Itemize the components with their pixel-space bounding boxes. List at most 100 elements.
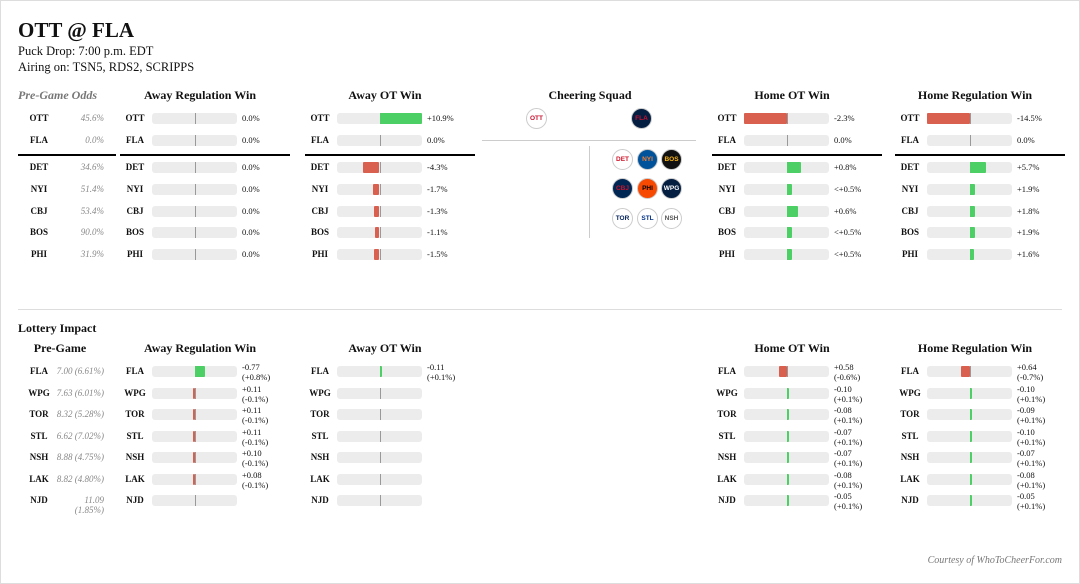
odds-value: 31.9% (80, 249, 104, 259)
lottery-pct: (+0.1%) (834, 394, 863, 404)
lottery-title: Lottery Impact (18, 321, 97, 335)
lottery-bar (337, 474, 422, 485)
lottery-pct: (+0.1%) (1017, 480, 1046, 490)
team-label: STL (311, 431, 329, 441)
impact-value: 0.0% (834, 135, 852, 145)
odds-value: 34.6% (80, 162, 104, 172)
bar-midline (379, 135, 381, 146)
lottery-value: -0.05 (1017, 491, 1035, 501)
lottery-pregame-header: Pre-Game (33, 341, 87, 355)
positive-fill (786, 495, 789, 506)
odds-value: 51.4% (80, 184, 104, 194)
impact-value: 0.0% (242, 135, 260, 145)
lottery-bar (744, 366, 829, 377)
impact-value: -14.5% (1017, 113, 1042, 123)
impact-value: +10.9% (427, 113, 454, 123)
pregame-col-rule (305, 154, 475, 156)
lottery-value: +0.10 (242, 448, 262, 458)
lottery-odds: 8.32 (5.28%) (56, 409, 104, 419)
senators-logo: OTT (526, 108, 547, 129)
impact-value: 0.0% (242, 113, 260, 123)
lottery-value: -0.07 (834, 427, 852, 437)
maple-leafs-logo: TOR (612, 208, 633, 229)
positive-fill (194, 366, 205, 377)
impact-bar (744, 162, 829, 173)
lottery-bar (927, 366, 1012, 377)
bar-midline (194, 388, 196, 399)
lottery-bar (927, 474, 1012, 485)
impact-bar (152, 184, 237, 195)
bar-midline (379, 162, 381, 173)
negative-fill (192, 409, 195, 420)
lottery-odds: 8.82 (4.80%) (56, 474, 104, 484)
lottery-pct: (-0.1%) (242, 480, 269, 490)
bar-midline (194, 452, 196, 463)
team-label: LAK (125, 474, 145, 484)
bar-midline (194, 162, 196, 173)
flyers-logo: PHI (637, 178, 658, 199)
panthers-logo: FLA (631, 108, 652, 129)
team-label: OTT (900, 113, 920, 123)
team-label: NSH (717, 452, 737, 462)
team-label: LAK (717, 474, 737, 484)
impact-bar (152, 227, 237, 238)
positive-fill (786, 452, 789, 463)
bar-midline (379, 206, 381, 217)
lottery-odds: 11.09 (1.85%) (74, 495, 104, 515)
impact-value: 0.0% (242, 184, 260, 194)
impact-bar (152, 206, 237, 217)
lottery-pct: (-0.1%) (242, 458, 269, 468)
positive-fill (379, 366, 382, 377)
bar-midline (379, 184, 381, 195)
team-label: WPG (309, 388, 331, 398)
lottery-bar (927, 495, 1012, 506)
lottery-col-header: Away OT Win (348, 341, 422, 355)
lottery-pct: (+0.1%) (1017, 394, 1046, 404)
positive-fill (969, 206, 975, 217)
impact-value: 0.0% (427, 135, 445, 145)
team-label: FLA (718, 135, 736, 145)
positive-fill (379, 113, 422, 124)
pregame-col-header: Away Regulation Win (143, 88, 257, 102)
lottery-bar (337, 452, 422, 463)
positive-fill (786, 227, 793, 238)
lottery-col-header: Home Regulation Win (917, 341, 1033, 355)
lottery-bar (744, 409, 829, 420)
squad-divider (482, 140, 696, 141)
impact-bar (744, 206, 829, 217)
bar-midline (969, 135, 971, 146)
lottery-value: -0.05 (834, 491, 852, 501)
bar-midline (379, 388, 381, 399)
negative-fill (192, 431, 195, 442)
lottery-pct: (+0.1%) (834, 458, 863, 468)
lottery-value: +0.08 (242, 470, 262, 480)
lottery-bar (337, 495, 422, 506)
team-label: TOR (125, 409, 145, 419)
team-label: FLA (901, 135, 919, 145)
impact-value: 0.0% (242, 249, 260, 259)
lottery-bar (927, 452, 1012, 463)
negative-fill (373, 249, 380, 260)
impact-bar (337, 184, 422, 195)
bar-midline (194, 184, 196, 195)
odds-team-label: BOS (29, 227, 48, 237)
bar-midline (969, 366, 971, 377)
team-label: NYI (718, 184, 736, 194)
bar-midline (194, 249, 196, 260)
lottery-value: +0.11 (242, 427, 262, 437)
impact-value: 0.0% (242, 227, 260, 237)
positive-fill (969, 474, 972, 485)
negative-fill (927, 113, 970, 124)
lottery-pct: (+0.8%) (242, 372, 271, 382)
impact-value: +0.6% (834, 206, 857, 216)
odds-value: 90.0% (80, 227, 104, 237)
impact-value: +1.8% (1017, 206, 1040, 216)
team-label: NSH (310, 452, 330, 462)
impact-bar (152, 135, 237, 146)
positive-fill (786, 206, 798, 217)
team-label: BOS (717, 227, 736, 237)
team-label: DET (717, 162, 737, 172)
lottery-team-label: STL (30, 431, 48, 441)
impact-value: +0.8% (834, 162, 857, 172)
lottery-value: -0.07 (1017, 448, 1035, 458)
